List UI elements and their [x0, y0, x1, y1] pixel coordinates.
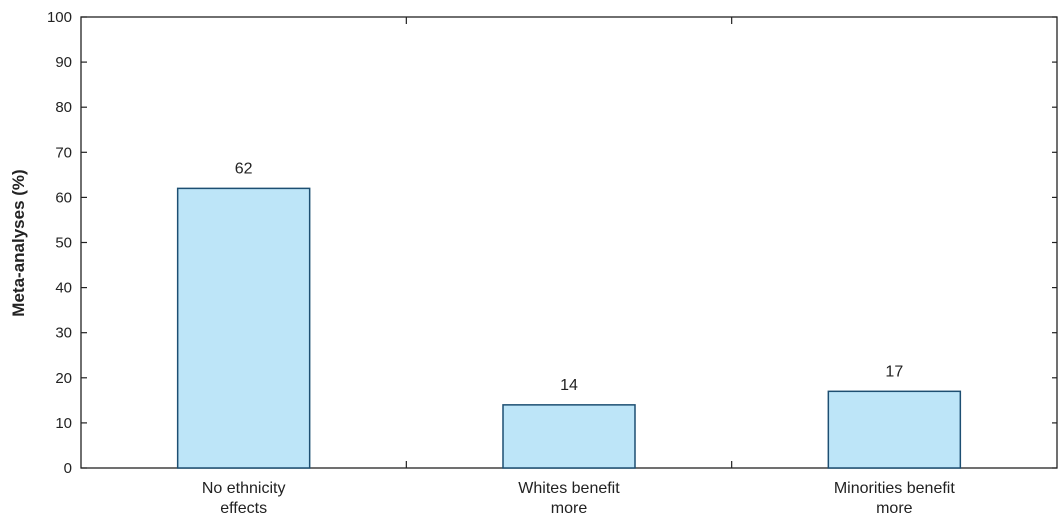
bar — [176, 187, 311, 469]
y-tick-label: 60 — [55, 189, 72, 206]
y-tick-label: 0 — [64, 460, 72, 477]
y-axis: 0 10 20 30 40 50 60 70 80 90 100 — [47, 9, 1057, 477]
y-tick-label: 50 — [55, 235, 72, 252]
x-category-label: Whites benefit — [518, 480, 620, 497]
y-tick-label: 30 — [55, 325, 72, 342]
y-tick-label: 10 — [55, 415, 72, 432]
x-category-label: more — [876, 500, 913, 517]
bars — [176, 187, 962, 469]
x-category-label: Minorities benefit — [834, 480, 956, 497]
y-tick-label: 20 — [55, 370, 72, 387]
x-axis: No ethnicity effects Whites benefit more Min… — [202, 17, 955, 517]
bar-value-label: 14 — [560, 377, 578, 394]
y-tick-label: 70 — [55, 144, 72, 161]
bar-value-label: 62 — [235, 160, 253, 177]
y-tick-label: 90 — [55, 54, 72, 71]
bar — [502, 404, 636, 469]
y-axis-title: Meta-analyses (%) — [9, 169, 28, 316]
y-tick-label: 40 — [55, 280, 72, 297]
data-labels: 62 14 17 — [235, 160, 904, 393]
x-category-label: No ethnicity — [202, 480, 286, 497]
x-category-label: effects — [220, 500, 267, 517]
bar-value-label: 17 — [885, 363, 903, 380]
bar — [827, 390, 962, 469]
x-category-label: more — [551, 500, 588, 517]
y-tick-label: 80 — [55, 99, 72, 116]
y-tick-label: 100 — [47, 9, 72, 26]
